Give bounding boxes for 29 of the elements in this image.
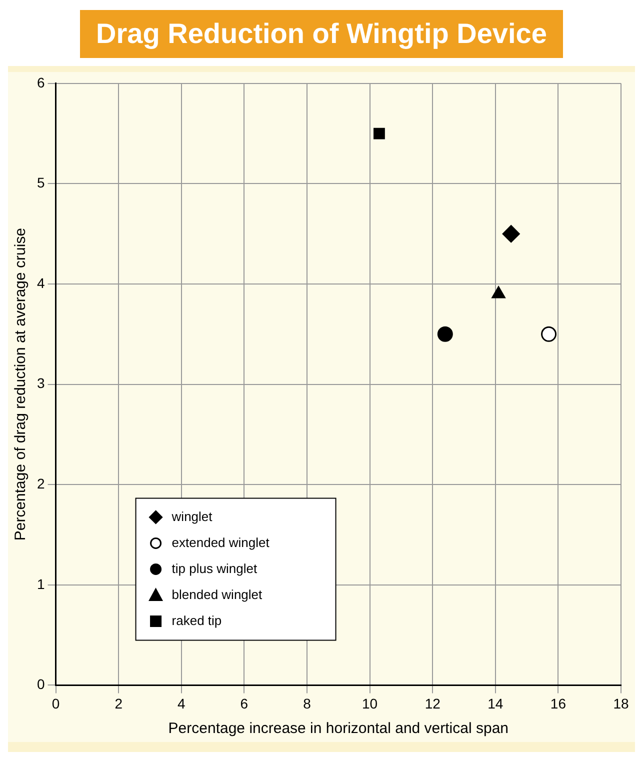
legend-label: winglet	[170, 508, 213, 524]
x-tick-label: 4	[177, 695, 186, 712]
y-tick-label: 1	[36, 576, 45, 592]
legend-label: raked tip	[172, 612, 222, 628]
legend-label: blended winglet	[172, 586, 263, 602]
y-tick-label: 2	[36, 475, 45, 492]
x-tick-label: 10	[362, 695, 378, 712]
x-tick-label: 16	[550, 695, 566, 712]
x-tick-label: 2	[114, 695, 123, 712]
x-tick-label: 18	[613, 695, 629, 712]
chart-title: Drag Reduction of Wingtip Device	[78, 8, 565, 60]
y-tick-label: 4	[36, 274, 45, 291]
point	[437, 326, 453, 342]
y-axis-title: Percentage of drag reduction at average cruise	[12, 228, 30, 541]
x-tick-label: 12	[424, 695, 441, 712]
legend-label: extended winglet	[172, 534, 270, 550]
x-tick-label: 8	[303, 695, 312, 712]
x-tick-label: 0	[52, 695, 60, 712]
point	[502, 225, 520, 243]
point	[541, 326, 557, 342]
legend-label: tip plus winglet	[172, 560, 258, 576]
x-tick-label: 14	[488, 695, 504, 712]
y-tick-label: 5	[36, 174, 45, 191]
y-tick-label: 0	[36, 676, 45, 692]
x-tick-label: 6	[240, 695, 248, 712]
y-tick-label: 3	[36, 375, 45, 392]
point	[374, 128, 385, 140]
y-tick-label: 6	[36, 74, 45, 90]
x-axis-title: Percentage increase in horizontal and vertical span	[168, 720, 508, 738]
